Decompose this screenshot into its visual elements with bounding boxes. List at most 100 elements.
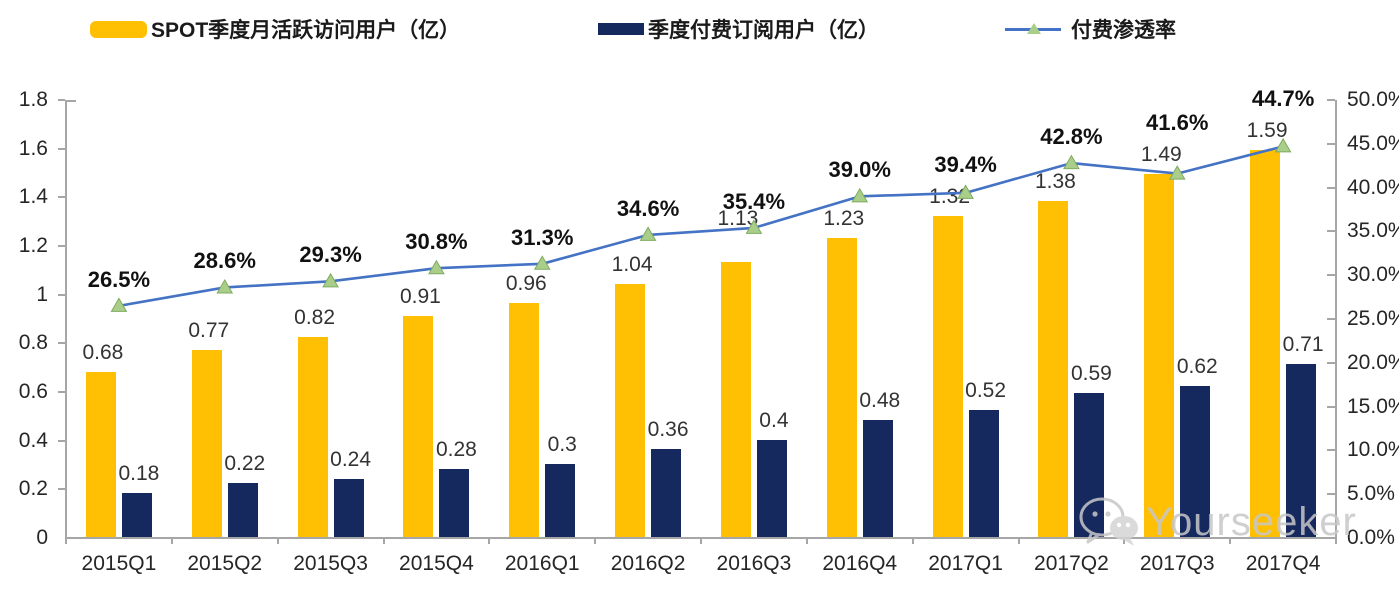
x-axis-category-label: 2017Q4 (1245, 552, 1321, 575)
watermark: Yourseeker (1078, 494, 1357, 550)
right-axis-tick (1327, 361, 1335, 364)
line-marker-swatch-icon (1005, 21, 1061, 37)
right-axis-tick (1327, 318, 1335, 320)
subs-value-label: 0.62 (1176, 355, 1218, 379)
x-axis-tick (1229, 537, 1232, 544)
left-axis-tick-label: 1.2 (18, 234, 48, 257)
right-axis-tick (1327, 142, 1335, 145)
penetration-pct-label: 42.8% (1040, 124, 1103, 150)
penetration-pct-label: 30.8% (405, 229, 468, 255)
plot-area: 0.68 0.18 0.77 0.22 0.82 0.24 0.91 0.28 0.96 0.3 1… (66, 86, 1336, 538)
bar-mau (720, 262, 751, 537)
right-axis-tick (1327, 493, 1335, 496)
mau-value-label: 0.91 (399, 284, 441, 308)
penetration-pct-label: 34.6% (616, 195, 680, 221)
subs-value-label: 0.28 (435, 437, 477, 461)
watermark-text: Yourseeker (1146, 499, 1357, 544)
bar-mau (191, 349, 222, 537)
x-axis-tick (700, 537, 702, 544)
mau-value-label: 1.23 (823, 206, 865, 230)
penetration-pct-label: 41.6% (1146, 110, 1209, 136)
line-marker-icon (1168, 165, 1186, 180)
line-marker-icon (110, 297, 128, 312)
legend-label-subs: 季度付费订阅用户（亿） (648, 19, 879, 42)
bar-subs (651, 449, 682, 537)
bar-subs (333, 478, 364, 537)
right-axis-tick-label: 35.0% (1347, 219, 1399, 243)
right-axis-tick (1327, 405, 1335, 408)
left-axis-tick (58, 391, 65, 393)
legend-item-penetration: 付费渗透率 (1005, 14, 1176, 44)
x-axis-tick (594, 537, 597, 544)
right-axis-tick (1327, 230, 1335, 233)
bar-mau (932, 215, 963, 537)
right-axis-tick-label: 15.0% (1347, 394, 1399, 418)
line-marker-icon (851, 187, 869, 203)
line-marker-icon (639, 226, 657, 241)
x-axis-category-label: 2015Q1 (81, 552, 157, 575)
right-axis-tick (1327, 99, 1335, 101)
x-axis-category-label: 2017Q3 (1139, 552, 1215, 575)
x-axis-category-label: 2015Q2 (187, 552, 263, 575)
left-axis-tick (58, 488, 65, 491)
x-axis-tick (276, 537, 279, 544)
bar-mau (826, 237, 857, 537)
x-axis-category-label: 2016Q2 (610, 552, 686, 575)
mau-value-label: 0.68 (82, 340, 124, 364)
x-axis-tick (1017, 537, 1020, 544)
legend-label-penetration: 付费渗透率 (1071, 19, 1176, 42)
left-axis-tick-label: 0.4 (18, 428, 48, 452)
bar-subs (545, 464, 576, 537)
x-axis-tick (170, 537, 173, 544)
bar-subs (756, 439, 787, 537)
bar-mau (1250, 150, 1281, 537)
wechat-icon (1079, 497, 1138, 546)
mau-value-label: 0.96 (505, 272, 547, 296)
right-axis-tick-label: 45.0% (1347, 131, 1399, 155)
left-axis-line (65, 100, 67, 539)
left-axis-tick-label: 1.4 (18, 185, 48, 209)
line-marker-icon (1274, 137, 1292, 153)
line-marker-icon (533, 255, 551, 270)
bar-subs (862, 420, 893, 537)
x-axis-tick (1123, 537, 1126, 544)
right-axis-tick (1327, 449, 1335, 452)
right-axis-tick-label: 25.0% (1347, 307, 1399, 330)
x-axis-category-label: 2015Q3 (293, 552, 368, 575)
navy-bar-swatch-icon (598, 23, 644, 35)
bar-mau (297, 337, 328, 537)
bar-subs (1286, 364, 1317, 537)
left-axis-tick-label: 1 (36, 282, 48, 306)
subs-value-label: 0.22 (224, 452, 266, 476)
left-axis-tick-label: 0.8 (18, 331, 48, 355)
right-axis-tick-label: 5.0% (1347, 482, 1395, 506)
bar-mau (509, 303, 540, 537)
right-axis-tick-label: 30.0% (1347, 263, 1399, 287)
left-axis-tick (58, 342, 65, 345)
subs-value-label: 0.71 (1282, 333, 1324, 357)
left-axis-tick (58, 196, 65, 199)
left-axis-tick-label: 0.6 (18, 380, 48, 403)
subs-value-label: 0.48 (859, 389, 901, 413)
bar-mau (615, 283, 646, 537)
legend-item-subs: 季度付费订阅用户（亿） (598, 14, 879, 44)
bar-subs (439, 468, 470, 537)
left-axis-tick-label: 0 (36, 526, 48, 549)
x-axis-tick (805, 537, 808, 544)
bar-subs (121, 493, 152, 537)
bar-subs (968, 410, 999, 537)
mau-value-label: 1.59 (1246, 119, 1288, 143)
left-axis-tick (58, 293, 65, 296)
subs-value-label: 0.18 (118, 462, 160, 486)
penetration-pct-label: 44.7% (1251, 86, 1315, 112)
left-axis-tick (58, 99, 65, 101)
mau-value-label: 1.04 (611, 252, 653, 276)
mau-value-label: 1.38 (1034, 170, 1076, 194)
left-axis-tick-label: 1.8 (18, 88, 48, 111)
subs-value-label: 0.52 (965, 379, 1007, 403)
x-axis-tick (911, 537, 914, 544)
right-axis-line (1335, 100, 1337, 539)
right-axis-tick-label: 20.0% (1347, 350, 1399, 374)
penetration-pct-label: 28.6% (193, 248, 256, 274)
